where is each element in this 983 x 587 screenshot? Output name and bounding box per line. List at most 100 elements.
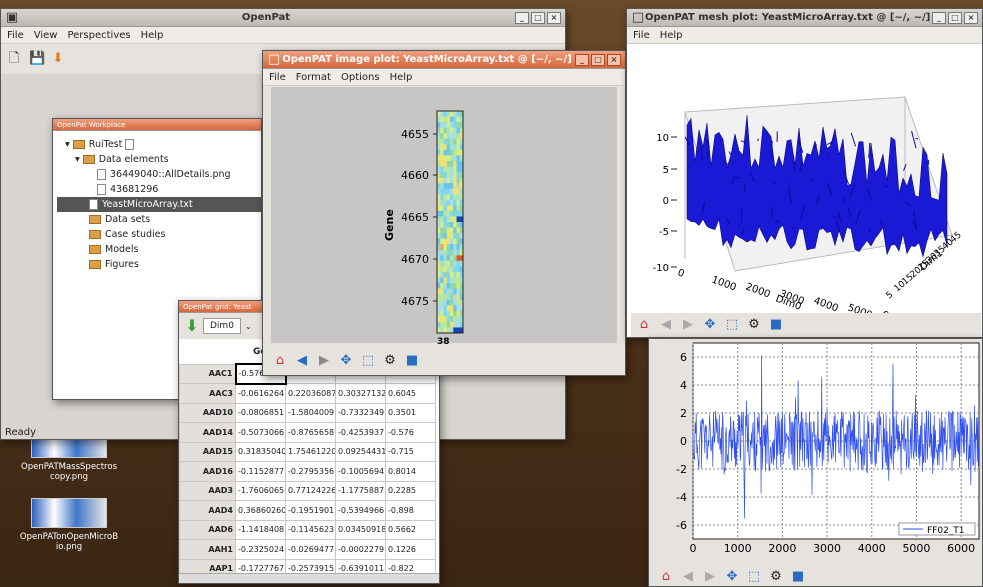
close-button[interactable]: × <box>607 53 621 66</box>
grid-cell[interactable]: 0.22036087 <box>285 383 336 404</box>
grid-cell[interactable]: 0.09254431 <box>335 441 386 462</box>
table-row[interactable]: AAD6 -1.1418408 -0.1145623 0.03450918 0.5662 <box>179 519 436 540</box>
menu-help[interactable]: Help <box>659 29 683 41</box>
table-row[interactable]: AAD10 -0.0806851: -1.5804009 -0.7332349 0.35… <box>179 402 436 423</box>
configure-icon[interactable]: ⚙ <box>748 317 760 332</box>
zoom-icon[interactable]: ⬚ <box>725 317 739 332</box>
grid-cell[interactable]: -0.576 <box>385 422 436 443</box>
back-icon[interactable]: ◀ <box>683 569 693 584</box>
zoom-icon[interactable]: ⬚ <box>361 353 375 368</box>
maximize-button[interactable]: □ <box>531 11 545 24</box>
save-icon[interactable]: ■ <box>405 353 419 368</box>
grid-cell[interactable]: -0.1152877 <box>235 461 286 482</box>
grid-cell[interactable]: 0.3501 <box>385 402 436 423</box>
home-icon[interactable]: ⌂ <box>275 353 285 368</box>
main-titlebar[interactable]: ▣ OpenPat _ □ × <box>1 9 565 27</box>
image-plot-titlebar[interactable]: □ OpenPAT image plot: YeastMicroArray.tx… <box>263 51 625 69</box>
grid-cell[interactable]: 0.6045 <box>385 383 436 404</box>
minimize-button[interactable]: _ <box>575 53 589 66</box>
row-header[interactable]: AAD4 <box>179 500 236 521</box>
minimize-button[interactable]: _ <box>932 11 946 24</box>
grid-cell[interactable]: -0.2325024 <box>235 539 286 560</box>
workspace-titlebar[interactable]: OpenPat Workplace <box>53 119 261 131</box>
grid-cell[interactable]: -0.898 <box>385 500 436 521</box>
table-row[interactable]: AAD16 -0.1152877 -0.2795356 -0.1005694 0.801… <box>179 461 436 482</box>
row-header[interactable]: AAD14 <box>179 422 236 443</box>
grid-cell[interactable]: 0.5662 <box>385 519 436 540</box>
menu-help[interactable]: Help <box>140 29 164 41</box>
desktop-icon-microbio[interactable]: OpenPATonOpenMicroBio.png <box>14 498 124 552</box>
tree-folder[interactable]: Data sets <box>65 212 261 227</box>
table-row[interactable]: AAD14 -0.5073066 -0.8765658 -0.4253937 -0.57… <box>179 422 436 443</box>
row-header[interactable]: AAD10 <box>179 402 236 423</box>
down-arrow-icon[interactable]: ⬇ <box>185 316 199 335</box>
menu-options[interactable]: Options <box>340 71 380 83</box>
close-button[interactable]: × <box>547 11 561 24</box>
home-icon[interactable]: ⌂ <box>639 317 649 332</box>
grid-cell[interactable]: -0.0002279 <box>335 539 386 560</box>
table-row[interactable]: AAH1 -0.2325024 -0.0269477 -0.0002279 0.1226 <box>179 539 436 560</box>
grid-cell[interactable]: 0.03450918 <box>335 519 386 540</box>
back-icon[interactable]: ◀ <box>661 317 671 332</box>
pan-icon[interactable]: ✥ <box>726 569 738 584</box>
menu-perspectives[interactable]: Perspectives <box>67 29 131 41</box>
table-row[interactable]: AAC3 -0.0616264: 0.22036087 0.30327132 0.604… <box>179 383 436 404</box>
tree-file-selected[interactable]: YeastMicroArray.txt <box>57 197 261 212</box>
horizontal-scrollbar[interactable] <box>179 573 439 583</box>
grid-cell[interactable]: 0.36860260 <box>235 500 286 521</box>
menu-file[interactable]: File <box>269 71 286 83</box>
grid-cell[interactable]: -0.1951901 <box>285 500 336 521</box>
save-icon[interactable]: ■ <box>769 317 783 332</box>
grid-cell[interactable]: 0.31835040 <box>235 441 286 462</box>
row-header[interactable]: AAD6 <box>179 519 236 540</box>
grid-cell[interactable]: 0.77124226 <box>285 480 336 501</box>
grid-cell[interactable]: -0.0806851: <box>235 402 286 423</box>
table-row[interactable]: AAD4 0.36860260 -0.1951901 -0.5394966 -0.898 <box>179 500 436 521</box>
minimize-button[interactable]: _ <box>515 11 529 24</box>
menu-view[interactable]: View <box>33 29 58 41</box>
menu-format[interactable]: Format <box>295 71 331 83</box>
configure-icon[interactable]: ⚙ <box>384 353 396 368</box>
grid-cell[interactable]: 0.2285 <box>385 480 436 501</box>
grid-cell[interactable]: -0.5073066 <box>235 422 286 443</box>
grid-cell[interactable]: 0.1226 <box>385 539 436 560</box>
row-header[interactable]: AAD3 <box>179 480 236 501</box>
menu-file[interactable]: File <box>633 29 650 41</box>
grid-cell[interactable]: -0.715 <box>385 441 436 462</box>
grid-cell[interactable]: -0.0616264: <box>235 383 286 404</box>
grid-cell[interactable]: -1.5804009 <box>285 402 336 423</box>
grid-cell[interactable]: -1.1418408 <box>235 519 286 540</box>
tree-file[interactable]: 36449040::AllDetails.png <box>65 167 261 182</box>
grid-cell[interactable]: -0.1145623 <box>285 519 336 540</box>
mesh-plot-titlebar[interactable]: □ OpenPAT mesh plot: YeastMicroArray.txt… <box>627 9 982 27</box>
grid-cell[interactable]: -0.5394966 <box>335 500 386 521</box>
menu-help[interactable]: Help <box>389 71 413 83</box>
grid-cell[interactable]: -0.4253937 <box>335 422 386 443</box>
grid-cell[interactable]: -0.0269477 <box>285 539 336 560</box>
dim-select[interactable]: Dim0 <box>203 318 241 334</box>
row-header[interactable]: AAC3 <box>179 383 236 404</box>
tree-file[interactable]: 43681296 <box>65 182 261 197</box>
row-header[interactable]: AAD15 <box>179 441 236 462</box>
home-icon[interactable]: ⌂ <box>661 569 671 584</box>
grid-cell[interactable]: 0.30327132 <box>335 383 386 404</box>
pan-icon[interactable]: ✥ <box>704 317 716 332</box>
pan-icon[interactable]: ✥ <box>340 353 352 368</box>
dim-select-arrow-icon[interactable]: ⌄ <box>244 321 252 331</box>
tree-folder[interactable]: Case studies <box>65 227 261 242</box>
forward-icon[interactable]: ▶ <box>683 317 693 332</box>
grid-cell[interactable]: -0.7332349 <box>335 402 386 423</box>
forward-icon[interactable]: ▶ <box>705 569 715 584</box>
save-icon[interactable]: 💾 <box>29 51 46 66</box>
menu-file[interactable]: File <box>7 29 24 41</box>
back-icon[interactable]: ◀ <box>297 353 307 368</box>
tree-data-elements[interactable]: ▾ Data elements <box>75 154 169 165</box>
save-icon[interactable]: ■ <box>791 569 805 584</box>
grid-cell[interactable]: -0.1005694 <box>335 461 386 482</box>
row-header[interactable]: AAD16 <box>179 461 236 482</box>
tree-folder[interactable]: Figures <box>65 257 261 272</box>
row-header[interactable]: AAH1 <box>179 539 236 560</box>
new-file-icon[interactable]: 🗋 <box>8 51 20 66</box>
import-arrow-icon[interactable]: ⬇ <box>52 51 64 66</box>
configure-icon[interactable]: ⚙ <box>770 569 782 584</box>
